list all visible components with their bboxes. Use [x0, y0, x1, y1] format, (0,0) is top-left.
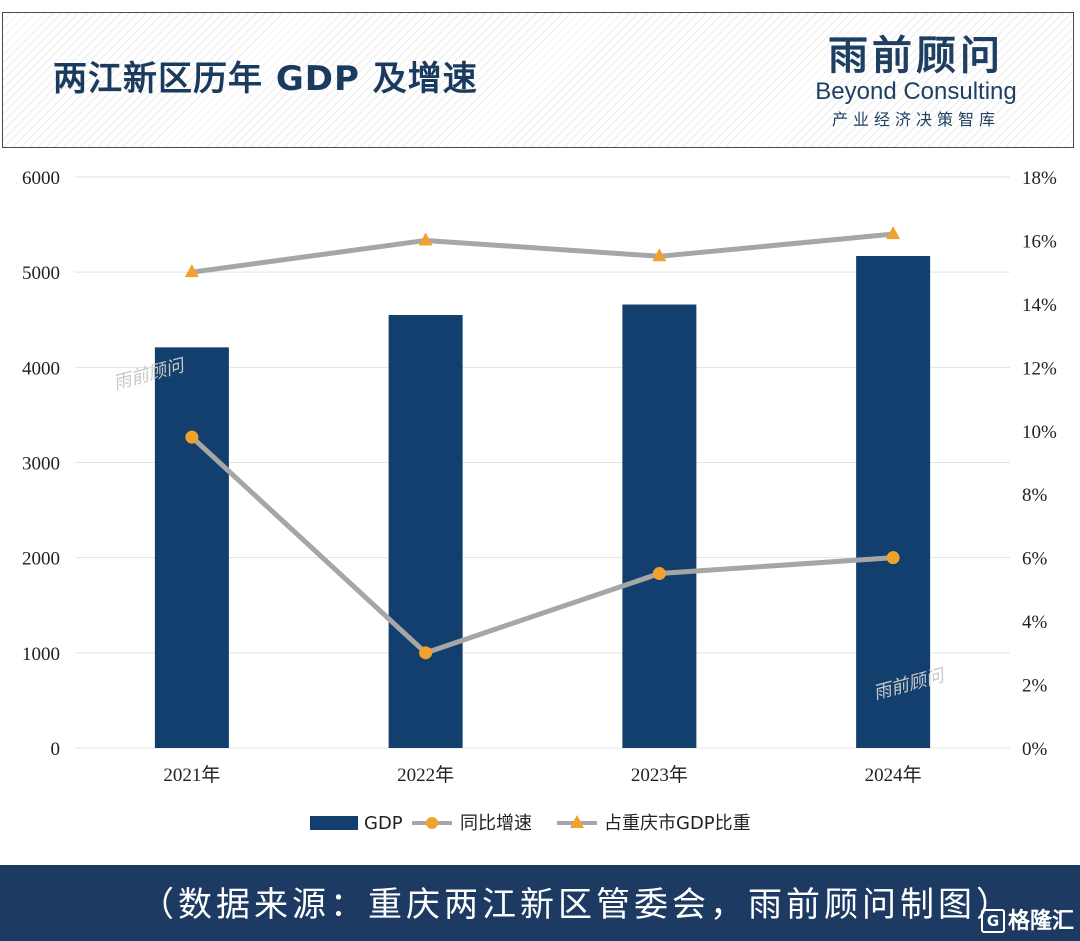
gelonghui-badge: G 格隆汇: [980, 903, 1074, 935]
y-right-tick-label: 0%: [1022, 739, 1048, 760]
share-point: [886, 226, 901, 240]
gelonghui-icon: G: [980, 909, 1005, 933]
legend-growth-marker: [426, 817, 438, 829]
y-left-tick-label: 4000: [22, 358, 60, 379]
y-right-tick-label: 16%: [1022, 231, 1057, 252]
growth-rate-point: [652, 567, 666, 581]
y-right-tick-label: 2%: [1022, 676, 1048, 697]
y-right-tick-label: 10%: [1022, 422, 1057, 443]
gelonghui-label: 格隆汇: [1007, 909, 1074, 934]
header-panel: 两江新区历年 GDP 及增速 雨前顾问 Beyond Consulting 产业…: [2, 12, 1074, 148]
gdp-bar: [622, 304, 697, 748]
y-left-tick-label: 3000: [22, 454, 60, 475]
y-right-tick-label: 18%: [1022, 168, 1057, 189]
growth-rate-point: [419, 646, 433, 660]
brand-logo: 雨前顾问 Beyond Consulting 产业经济决策智库: [811, 33, 1021, 133]
y-right-axis: 0% 2% 4% 6% 8% 10% 12% 14% 16% 18%: [1022, 168, 1057, 760]
share-point: [418, 232, 433, 246]
y-left-axis: 0 1000 2000 3000 4000 5000 6000: [22, 168, 60, 760]
y-right-tick-label: 6%: [1022, 549, 1048, 570]
x-axis: 2021年 2022年 2023年 2024年: [163, 764, 921, 786]
y-left-tick-label: 5000: [22, 263, 60, 284]
logo-tagline: 产业经济决策智库: [831, 110, 1000, 129]
growth-rate-line: [189, 434, 896, 656]
growth-rate-point: [886, 551, 900, 565]
y-right-tick-label: 12%: [1022, 358, 1057, 379]
chart-legend: GDP 同比增速 占重庆市GDP比重: [310, 813, 751, 834]
y-right-tick-label: 4%: [1022, 612, 1048, 633]
y-left-tick-label: 2000: [22, 549, 60, 570]
x-tick-label: 2022年: [397, 764, 454, 786]
page-title: 两江新区历年 GDP 及增速: [53, 59, 478, 99]
legend-gdp-swatch: [310, 816, 358, 830]
share-point: [652, 248, 667, 262]
legend-share-marker: [570, 815, 584, 828]
logo-english-name: Beyond Consulting: [815, 78, 1017, 105]
x-tick-label: 2023年: [631, 764, 688, 786]
footer-bar: （数据来源：重庆两江新区管委会，雨前顾问制图） G 格隆汇: [0, 865, 1080, 941]
gdp-bar: [154, 347, 229, 748]
gdp-bar: [856, 255, 931, 748]
growth-rate-point: [185, 430, 199, 444]
line-series: [184, 226, 901, 660]
y-left-tick-label: 1000: [22, 644, 60, 665]
legend-share-label: 占重庆市GDP比重: [604, 813, 751, 834]
bar-series: [154, 255, 931, 748]
legend-growth-label: 同比增速: [460, 813, 532, 834]
x-tick-label: 2024年: [865, 764, 922, 786]
y-left-tick-label: 0: [51, 739, 61, 760]
y-right-tick-label: 14%: [1022, 295, 1057, 316]
data-source-note: （数据来源：重庆两江新区管委会，雨前顾问制图）: [140, 885, 1014, 925]
legend-gdp-label: GDP: [364, 813, 403, 834]
gdp-chart: 0 1000 2000 3000 4000 5000 6000 0% 2% 4% 6% 8% 10% 1…: [22, 168, 1057, 834]
grid-lines: [75, 176, 1010, 749]
y-left-tick-label: 6000: [22, 168, 60, 189]
share-point: [184, 264, 199, 278]
y-right-tick-label: 8%: [1022, 485, 1048, 506]
gdp-bar: [388, 314, 463, 748]
share-line: [189, 231, 896, 275]
x-tick-label: 2021年: [163, 764, 220, 786]
logo-chinese-name: 雨前顾问: [828, 32, 1004, 79]
